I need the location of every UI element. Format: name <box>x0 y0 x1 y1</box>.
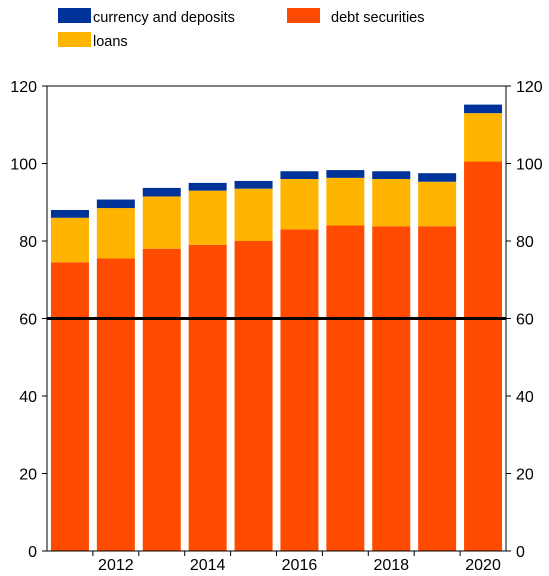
bar-currency-and-deposits-2016 <box>280 171 319 179</box>
bar-currency-and-deposits-2018 <box>372 171 411 179</box>
x-tick-label-2020: 2020 <box>465 557 501 574</box>
bar-currency-and-deposits-2011 <box>50 210 89 218</box>
y-tick-label-left-100: 100 <box>10 157 37 174</box>
bar-debt-securities-2019 <box>418 226 457 551</box>
y-tick-label-left-0: 0 <box>28 544 37 561</box>
bar-debt-securities-2013 <box>142 248 181 551</box>
legend-label-loans: loans <box>93 34 128 50</box>
bar-loans-2017 <box>326 177 365 226</box>
legend-swatch-loans <box>58 32 91 47</box>
bar-loans-2016 <box>280 179 319 230</box>
bar-loans-2020 <box>464 113 503 162</box>
bar-currency-and-deposits-2020 <box>464 104 503 114</box>
bar-debt-securities-2020 <box>464 161 503 551</box>
y-tick-label-right-80: 80 <box>516 234 534 251</box>
legend: currency and deposits debt securities loan… <box>58 8 425 50</box>
x-tick-label-2014: 2014 <box>190 557 226 574</box>
bar-debt-securities-2012 <box>96 258 135 551</box>
y-tick-label-right-40: 40 <box>516 389 534 406</box>
y-tick-label-left-120: 120 <box>10 79 37 96</box>
bar-debt-securities-2015 <box>234 241 273 551</box>
bar-debt-securities-2014 <box>188 244 227 552</box>
y-tick-label-right-120: 120 <box>516 79 543 96</box>
bar-loans-2014 <box>188 190 227 245</box>
y-tick-label-right-0: 0 <box>516 544 525 561</box>
bar-currency-and-deposits-2015 <box>234 180 273 189</box>
y-tick-label-left-60: 60 <box>19 312 37 329</box>
y-tick-label-right-20: 20 <box>516 467 534 484</box>
x-tick-label-2012: 2012 <box>98 557 134 574</box>
bar-loans-2019 <box>418 181 457 227</box>
y-tick-label-left-80: 80 <box>19 234 37 251</box>
bar-currency-and-deposits-2017 <box>326 170 365 178</box>
y-tick-label-left-40: 40 <box>19 389 37 406</box>
bar-debt-securities-2016 <box>280 229 319 552</box>
bar-loans-2013 <box>142 196 181 249</box>
bar-debt-securities-2011 <box>50 262 89 551</box>
x-tick-label-2018: 2018 <box>373 557 409 574</box>
bar-loans-2012 <box>96 208 135 259</box>
y-tick-label-left-20: 20 <box>19 467 37 484</box>
bar-loans-2018 <box>372 179 411 227</box>
bar-debt-securities-2018 <box>372 226 411 551</box>
legend-swatch-debt-securities <box>287 8 320 23</box>
x-tick-label-2016: 2016 <box>282 557 318 574</box>
bar-currency-and-deposits-2013 <box>142 187 181 197</box>
y-tick-label-right-60: 60 <box>516 312 534 329</box>
bar-loans-2015 <box>234 188 273 241</box>
legend-label-currency-and-deposits: currency and deposits <box>93 10 235 26</box>
bar-debt-securities-2017 <box>326 225 365 551</box>
bars <box>50 104 503 552</box>
y-tick-label-right-100: 100 <box>516 157 543 174</box>
legend-swatch-currency-and-deposits <box>58 8 91 23</box>
bar-currency-and-deposits-2019 <box>418 173 457 182</box>
bar-loans-2011 <box>50 217 89 263</box>
legend-label-debt-securities: debt securities <box>331 10 425 26</box>
bar-currency-and-deposits-2012 <box>96 199 135 209</box>
bar-currency-and-deposits-2014 <box>188 182 227 191</box>
